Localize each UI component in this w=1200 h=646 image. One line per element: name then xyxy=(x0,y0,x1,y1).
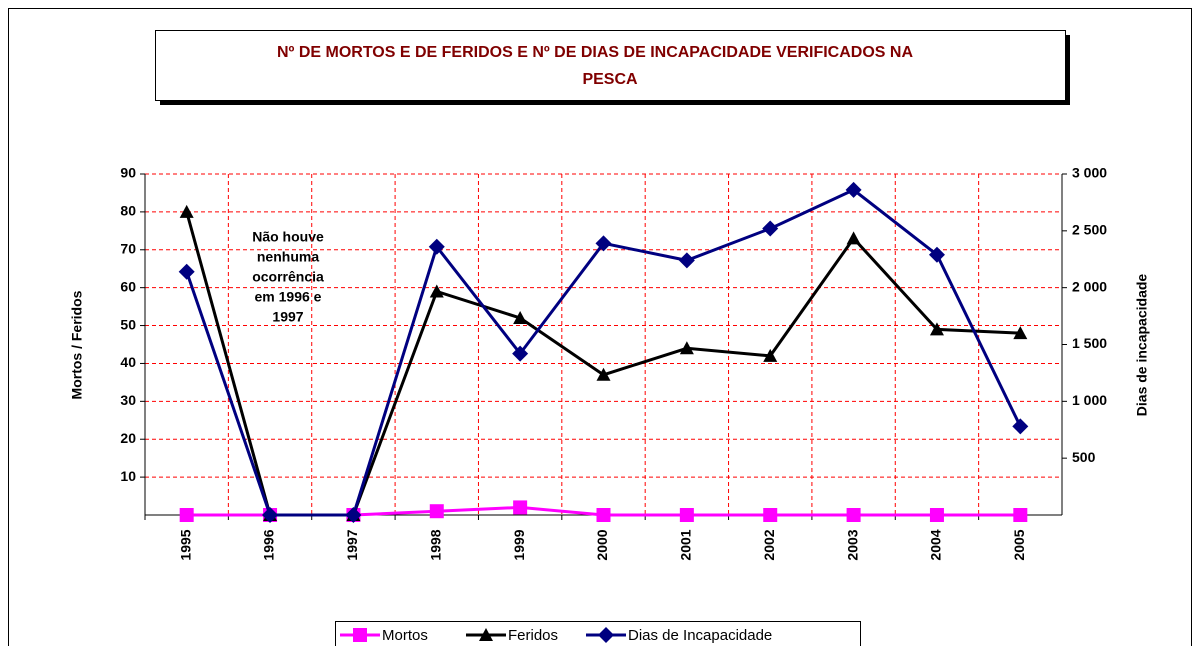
annotation: ocorrência xyxy=(252,269,324,285)
data-point xyxy=(845,181,862,198)
chart-title: PESCA xyxy=(582,71,638,88)
legend-label: Mortos xyxy=(382,627,428,644)
title-box xyxy=(155,30,1066,101)
data-point xyxy=(846,508,861,522)
y2-tick-label: 1 500 xyxy=(1072,335,1107,351)
data-point xyxy=(763,508,778,522)
data-point xyxy=(262,507,279,523)
legend-label: Dias de Incapacidade xyxy=(628,627,772,644)
data-point xyxy=(1012,418,1029,435)
data-point xyxy=(429,504,444,519)
x-tick-label: 1995 xyxy=(177,529,193,560)
data-point xyxy=(928,246,945,263)
x-tick-label: 2000 xyxy=(594,529,610,560)
y-tick-label: 70 xyxy=(120,240,136,256)
y-tick-label: 20 xyxy=(120,430,136,446)
annotation: Não houve xyxy=(252,229,324,245)
y-tick-label: 40 xyxy=(120,354,136,370)
legend-label: Feridos xyxy=(508,627,558,644)
data-point xyxy=(178,263,195,280)
data-point xyxy=(179,508,194,522)
x-tick-label: 1998 xyxy=(427,529,443,560)
data-point xyxy=(679,341,694,355)
data-point xyxy=(763,348,778,362)
chart-title: Nº DE MORTOS E DE FERIDOS E Nº DE DIAS D… xyxy=(277,44,913,61)
data-point xyxy=(179,204,194,218)
x-tick-label: 1997 xyxy=(344,529,360,560)
data-point xyxy=(513,500,528,515)
y-axis-label: Mortos / Feridos xyxy=(69,290,85,399)
y2-tick-label: 3 000 xyxy=(1072,165,1107,181)
data-point xyxy=(1013,326,1028,340)
data-point xyxy=(678,252,695,269)
x-tick-label: 2004 xyxy=(928,529,944,560)
legend-marker xyxy=(479,628,493,641)
y-tick-label: 90 xyxy=(120,165,136,181)
y2-tick-label: 1 000 xyxy=(1072,392,1107,408)
data-point xyxy=(428,238,445,255)
annotation: em 1996 e xyxy=(255,289,322,305)
x-tick-label: 2001 xyxy=(678,529,694,560)
data-point xyxy=(846,231,861,245)
y-tick-label: 60 xyxy=(120,278,136,294)
x-tick-label: 1996 xyxy=(261,529,277,560)
data-point xyxy=(596,508,611,522)
y2-axis-label: Dias de incapacidade xyxy=(1134,274,1150,417)
x-tick-label: 2005 xyxy=(1011,529,1027,560)
data-point xyxy=(762,220,779,237)
y-tick-label: 80 xyxy=(120,203,136,219)
data-point xyxy=(595,235,612,252)
y2-tick-label: 500 xyxy=(1072,449,1096,465)
data-point xyxy=(345,507,362,523)
data-point xyxy=(512,345,529,362)
data-point xyxy=(1013,508,1028,522)
annotation: nenhuma xyxy=(257,249,319,265)
y-tick-label: 30 xyxy=(120,392,136,408)
x-tick-label: 2002 xyxy=(761,529,777,560)
y-tick-label: 50 xyxy=(120,316,136,332)
y-tick-label: 10 xyxy=(120,468,136,484)
annotation: 1997 xyxy=(272,309,303,325)
y2-tick-label: 2 500 xyxy=(1072,222,1107,238)
data-point xyxy=(596,367,611,381)
legend-marker xyxy=(598,627,614,643)
y2-tick-label: 2 000 xyxy=(1072,278,1107,294)
data-point xyxy=(513,310,528,324)
data-point xyxy=(929,322,944,336)
legend-marker xyxy=(353,628,367,642)
x-tick-label: 1999 xyxy=(511,529,527,560)
data-point xyxy=(929,508,944,522)
data-point xyxy=(679,508,694,522)
data-point xyxy=(429,284,444,298)
x-tick-label: 2003 xyxy=(844,529,860,560)
